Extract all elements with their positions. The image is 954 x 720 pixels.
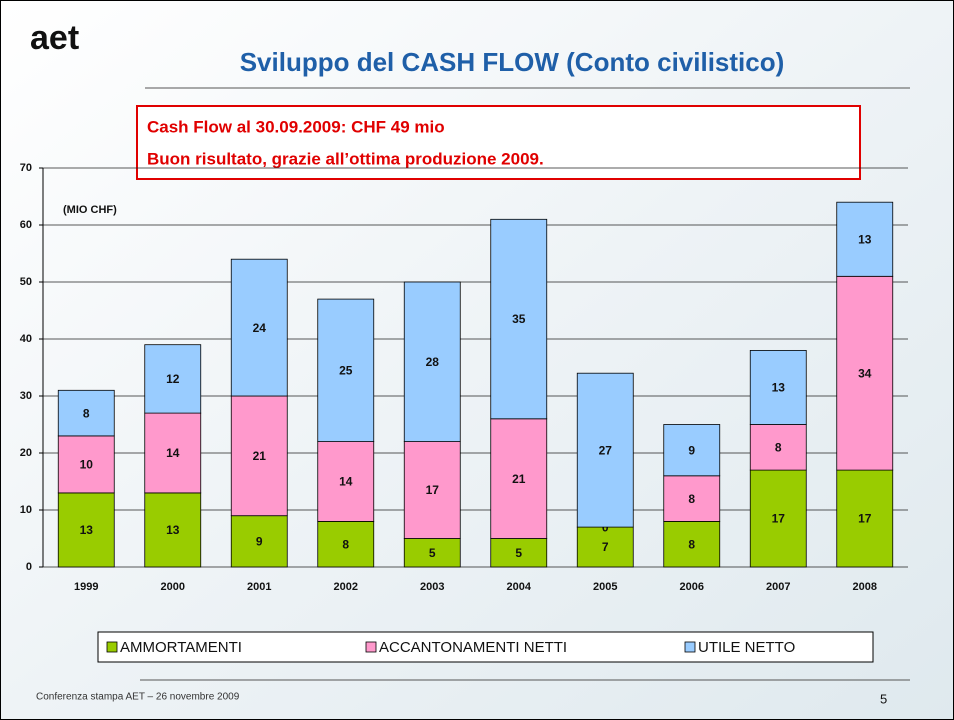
bar-segment	[317, 298, 375, 443]
bar-segment	[490, 218, 548, 420]
bar-segment	[836, 201, 894, 277]
data-label: 13	[858, 232, 872, 246]
y-tick-label: 50	[20, 276, 32, 288]
x-tick-label: 2002	[334, 581, 358, 593]
data-label: 10	[80, 458, 94, 472]
bar-segment	[663, 424, 721, 477]
bar-segment	[576, 526, 634, 568]
bar-segment	[663, 521, 721, 568]
bar-segment	[230, 515, 288, 568]
footer: Conferenza stampa AET – 26 novembre 2009	[36, 692, 240, 703]
data-label: 13	[166, 523, 180, 537]
data-label: 27	[599, 443, 613, 457]
bar-segment	[490, 538, 548, 568]
data-label: 8	[775, 440, 782, 454]
x-tick-label: 1999	[74, 581, 98, 593]
data-label: 25	[339, 364, 353, 378]
x-tick-label: 2007	[766, 581, 790, 593]
legend-label: ACCANTONAMENTI NETTI	[379, 639, 567, 656]
y-axis-label: (MIO CHF)	[63, 204, 117, 216]
bar-segment	[317, 521, 375, 568]
callout-box	[136, 105, 861, 180]
data-label: 24	[253, 321, 267, 335]
bar-segment	[490, 418, 548, 539]
bar-segment	[230, 395, 288, 517]
x-tick-label: 2005	[593, 581, 617, 593]
bar-segment	[57, 389, 115, 437]
legend-swatch	[365, 641, 377, 653]
bar-segment	[836, 469, 894, 568]
bar-segment	[749, 424, 807, 471]
data-label: 13	[80, 523, 94, 537]
data-label: 13	[772, 381, 786, 395]
y-tick-label: 40	[20, 333, 32, 345]
bar-segment	[749, 469, 807, 568]
bar-segment	[576, 372, 634, 528]
legend-swatch	[106, 641, 118, 653]
data-label: 17	[858, 512, 872, 526]
y-tick-label: 0	[26, 561, 32, 573]
x-tick-label: 2008	[853, 581, 877, 593]
bar-segment	[144, 492, 202, 568]
y-tick-label: 10	[20, 504, 32, 516]
data-label: 34	[858, 366, 872, 380]
data-label: 21	[512, 472, 526, 486]
legend-label: UTILE NETTO	[698, 639, 795, 656]
bar-segment	[57, 492, 115, 568]
legend-swatch	[684, 641, 696, 653]
x-tick-label: 2006	[680, 581, 704, 593]
callout-line: Cash Flow al 30.09.2009: CHF 49 mio	[147, 117, 445, 136]
y-tick-label: 60	[20, 219, 32, 231]
data-label: 5	[515, 546, 522, 560]
logo: aet	[30, 19, 79, 57]
callout-line: Buon risultato, grazie all’ottima produz…	[147, 149, 544, 168]
y-tick-label: 30	[20, 390, 32, 402]
bar-segment	[836, 275, 894, 471]
data-label: 14	[166, 446, 180, 460]
x-tick-label: 2003	[420, 581, 444, 593]
data-label: 12	[166, 372, 180, 386]
bar-segment	[403, 538, 461, 568]
data-label: 8	[83, 406, 90, 420]
data-label: 35	[512, 312, 526, 326]
bar-segment	[663, 475, 721, 522]
data-label: 17	[772, 512, 786, 526]
data-label: 21	[253, 449, 267, 463]
y-tick-label: 70	[20, 162, 32, 174]
x-tick-label: 2000	[161, 581, 185, 593]
bar-segment	[403, 281, 461, 443]
legend-label: AMMORTAMENTI	[120, 639, 242, 656]
data-label: 28	[426, 355, 440, 369]
data-label: 9	[688, 443, 695, 457]
data-label: 8	[342, 537, 349, 551]
data-label: 14	[339, 475, 353, 489]
data-label: 8	[688, 537, 695, 551]
bar-segment	[230, 258, 288, 397]
y-tick-label: 20	[20, 447, 32, 459]
data-label: 17	[426, 483, 440, 497]
bar-segment	[403, 441, 461, 539]
bar-segment	[144, 344, 202, 414]
bar-segment	[749, 349, 807, 425]
slide-title: Sviluppo del CASH FLOW (Conto civilistic…	[240, 47, 785, 77]
data-label: 9	[256, 535, 263, 549]
data-label: 5	[429, 546, 436, 560]
bar-segment	[317, 441, 375, 522]
data-label: 8	[688, 492, 695, 506]
x-tick-label: 2004	[507, 581, 532, 593]
data-label: 7	[602, 540, 609, 554]
page-number: 5	[880, 691, 887, 706]
bar-segment	[144, 412, 202, 494]
legend-box	[97, 631, 874, 663]
x-tick-label: 2001	[247, 581, 271, 593]
